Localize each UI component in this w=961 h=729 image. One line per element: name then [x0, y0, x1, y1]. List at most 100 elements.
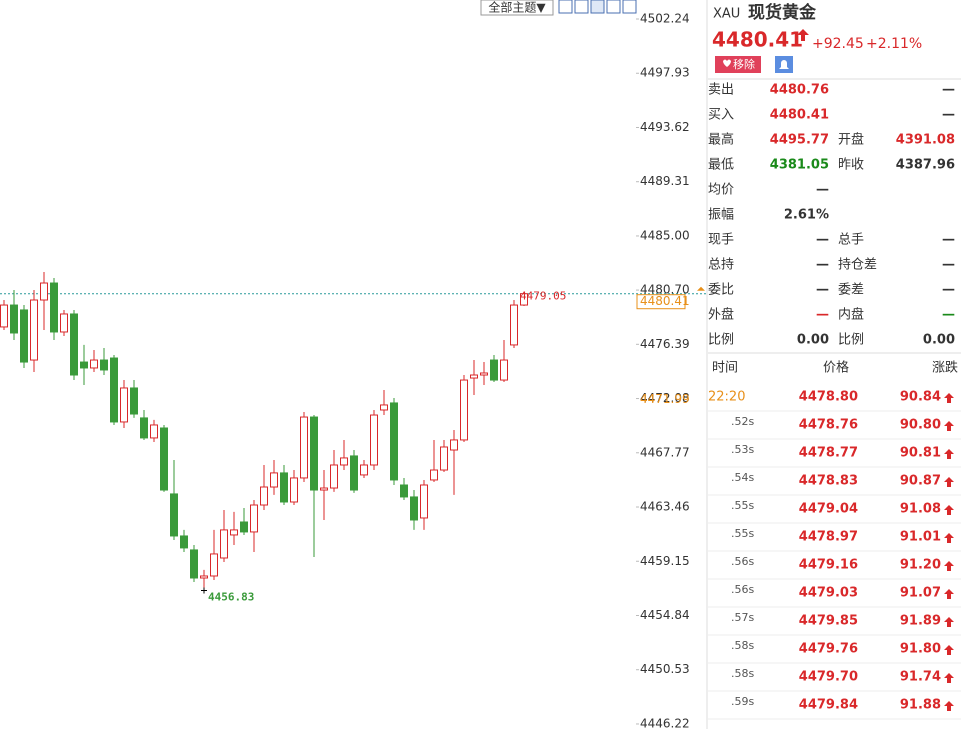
trade-price: 4478.80 [799, 390, 858, 405]
trade-change: 90.84 [900, 390, 941, 405]
trade-arrow [944, 645, 954, 655]
candle-body [280, 472, 288, 503]
symbol: XAU [713, 7, 740, 22]
candle-body [470, 374, 478, 379]
stat-value: 0.00 [923, 333, 955, 348]
candle-body [230, 529, 238, 536]
trade-price: 4478.83 [799, 474, 858, 489]
stat-value: — [942, 233, 955, 248]
candle-body [390, 402, 398, 481]
trade-time: .57s [731, 611, 754, 624]
stat-label: 买入 [708, 108, 734, 123]
stat-value: 4391.08 [896, 133, 955, 148]
candle-body [520, 293, 528, 306]
trade-time: .56s [731, 555, 754, 568]
up-arrow [797, 29, 809, 41]
candle-body [170, 493, 178, 537]
trade-change: 91.07 [900, 586, 941, 601]
candle-body [160, 427, 168, 491]
bell-icon[interactable] [779, 60, 789, 69]
candle-body [240, 521, 248, 533]
remove-label[interactable]: 移除 [733, 57, 755, 71]
candle-body [350, 455, 358, 491]
trade-time: 22:20 [708, 390, 745, 405]
trade-time: .52s [731, 415, 754, 428]
candle-body [120, 387, 128, 423]
tool-icon[interactable] [558, 0, 573, 14]
remove-button[interactable] [715, 56, 761, 73]
trade-change: 91.20 [900, 558, 941, 573]
theme-button-label[interactable]: 全部主题▼ [488, 0, 546, 15]
trade-change: 90.87 [900, 474, 941, 489]
candle-body [90, 359, 98, 369]
candle-body [30, 299, 38, 361]
trade-price: 4479.16 [799, 558, 858, 573]
low-marker [201, 587, 207, 594]
trade-arrow [944, 421, 954, 431]
stat-label: 委比 [708, 283, 734, 298]
trade-price: 4478.77 [799, 446, 858, 461]
stat-value: 4381.05 [770, 158, 829, 173]
instrument-name: 现货黄金 [748, 2, 817, 23]
stat-value: — [816, 183, 829, 198]
stat-label: 最高 [708, 132, 734, 148]
tool-icon[interactable] [574, 0, 589, 14]
candle-body [430, 469, 438, 481]
candle-body [0, 304, 8, 328]
candle-body [410, 496, 418, 521]
y-tick-label: 4502.24 [640, 12, 690, 26]
change-pct: +2.11% [866, 36, 922, 52]
tool-icon[interactable] [606, 0, 621, 14]
stat-label: 外盘 [708, 307, 734, 323]
candle-body [340, 457, 348, 466]
candle-body [440, 446, 448, 471]
trades-header: 时间 [712, 361, 738, 376]
candle-body [110, 357, 118, 423]
candle-body [70, 313, 78, 376]
trade-time: .58s [731, 639, 754, 652]
trade-price: 4478.97 [799, 530, 858, 545]
candle-body [50, 282, 58, 333]
candle-body [510, 304, 518, 346]
trade-arrow [944, 449, 954, 459]
stat-value: 0.00 [797, 333, 829, 348]
trade-change: 91.08 [900, 502, 941, 517]
stat-value: — [816, 258, 829, 273]
candle-body [10, 304, 18, 334]
y-tick-label: 4476.39 [640, 337, 690, 351]
y-tick-label: 4497.93 [640, 66, 690, 80]
trade-change: 91.80 [900, 642, 941, 657]
candle-body [450, 439, 458, 451]
trade-change: 91.01 [900, 530, 941, 545]
candle-body [380, 404, 388, 411]
candle-body [20, 309, 28, 363]
low-label: 4456.83 [208, 590, 254, 603]
candle-body [220, 529, 228, 559]
high-label: 4479.05 [520, 290, 566, 303]
trade-arrow [944, 701, 954, 711]
trade-change: 90.81 [900, 446, 941, 461]
candle-body [400, 484, 408, 498]
ref-price-label: 4471.99 [640, 392, 690, 406]
candle-body [180, 535, 188, 549]
candle-body [60, 313, 68, 333]
candle-body [40, 282, 48, 301]
stat-value: — [816, 308, 829, 323]
stat-value: 2.61% [784, 208, 829, 223]
heart-icon[interactable] [723, 59, 731, 68]
candle-body [480, 372, 488, 376]
theme-button[interactable] [480, 0, 554, 16]
trade-arrow [944, 589, 954, 599]
y-tick-label: 4454.84 [640, 608, 690, 622]
stat-label: 持仓差 [838, 258, 877, 273]
tool-icon[interactable] [622, 0, 637, 14]
stat-label: 比例 [838, 333, 864, 348]
trade-change: 90.80 [900, 418, 941, 433]
trade-arrow [944, 533, 954, 543]
tool-icon[interactable] [590, 0, 605, 14]
trade-arrow [944, 477, 954, 487]
stat-label: 内盘 [838, 307, 864, 323]
stat-value: — [816, 283, 829, 298]
trade-arrow [944, 617, 954, 627]
